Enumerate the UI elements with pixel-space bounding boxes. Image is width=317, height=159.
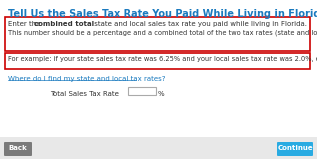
Text: combined total: combined total [34, 21, 94, 27]
FancyBboxPatch shape [128, 87, 156, 95]
Text: Enter the: Enter the [8, 21, 43, 27]
Text: Where do I find my state and local tax rates?: Where do I find my state and local tax r… [8, 76, 165, 82]
FancyBboxPatch shape [5, 17, 310, 51]
Text: Tell Us the Sales Tax Rate You Paid While Living in Florida: Tell Us the Sales Tax Rate You Paid Whil… [8, 9, 317, 19]
Text: Continue: Continue [277, 145, 313, 152]
FancyBboxPatch shape [277, 142, 313, 156]
Text: Back: Back [9, 145, 27, 152]
FancyBboxPatch shape [4, 142, 32, 156]
Text: For example: if your state sales tax rate was 6.25% and your local sales tax rat: For example: if your state sales tax rat… [8, 56, 317, 62]
Text: %: % [158, 91, 165, 97]
FancyBboxPatch shape [5, 53, 310, 69]
FancyBboxPatch shape [0, 137, 317, 159]
Text: state and local sales tax rate you paid while living in Florida.: state and local sales tax rate you paid … [92, 21, 307, 27]
Text: This number should be a percentage and a combined total of the two tax rates (st: This number should be a percentage and a… [8, 30, 317, 37]
Text: Total Sales Tax Rate: Total Sales Tax Rate [50, 91, 119, 97]
